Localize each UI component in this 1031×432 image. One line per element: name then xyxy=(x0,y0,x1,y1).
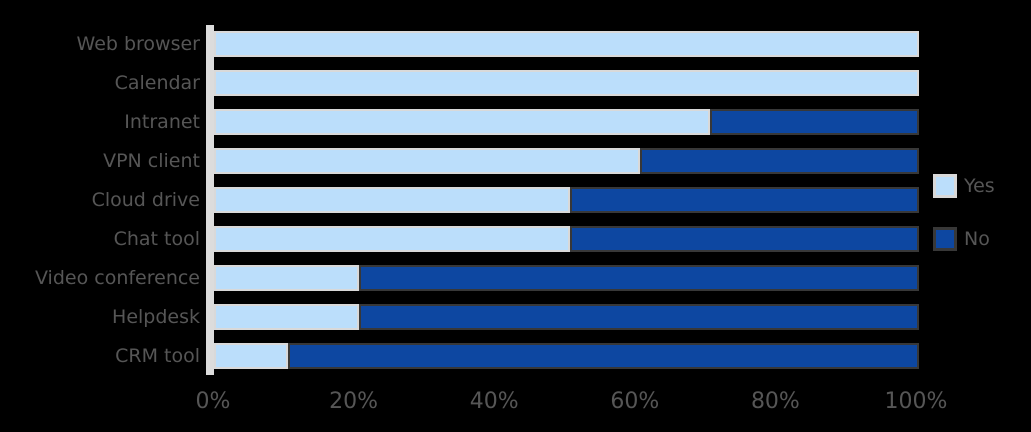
y-axis-label: Calendar xyxy=(114,72,200,94)
x-axis-tick-label: 60% xyxy=(610,389,660,414)
bar-segment-light xyxy=(214,265,359,291)
bar-segment-light xyxy=(214,343,288,369)
legend-label-yes: Yes xyxy=(964,175,995,197)
bar-segment-light xyxy=(214,31,919,57)
x-axis-tick-label: 0% xyxy=(195,389,231,414)
legend-item-yes: Yes xyxy=(933,174,995,198)
bar-segment-dark xyxy=(288,343,919,369)
bar-segment-light xyxy=(214,148,640,174)
bar-row-2 xyxy=(214,70,919,96)
bar-row-4 xyxy=(214,148,919,174)
y-axis-label: CRM tool xyxy=(115,345,200,367)
bar-row-3 xyxy=(214,109,919,135)
bar-segment-dark xyxy=(570,226,919,252)
bar-segment-light xyxy=(214,109,710,135)
bar-row-5 xyxy=(214,187,919,213)
bar-segment-dark xyxy=(710,109,919,135)
y-axis-label: Cloud drive xyxy=(91,189,200,211)
legend-swatch-yes xyxy=(933,174,957,198)
legend-swatch-no xyxy=(933,227,957,251)
legend: Yes No xyxy=(933,174,995,280)
y-axis-label: Helpdesk xyxy=(112,306,200,328)
bar-segment-dark xyxy=(570,187,919,213)
bar-row-7 xyxy=(214,265,919,291)
legend-item-no: No xyxy=(933,227,995,251)
bar-segment-light xyxy=(214,304,359,330)
x-axis-tick-label: 20% xyxy=(329,389,379,414)
bar-row-6 xyxy=(214,226,919,252)
bar-segment-light xyxy=(214,70,919,96)
y-axis-label: VPN client xyxy=(103,150,200,172)
bar-segment-light xyxy=(214,226,570,252)
bar-segment-dark xyxy=(359,265,919,291)
y-axis-label: Web browser xyxy=(76,33,200,55)
y-axis-spine xyxy=(206,25,214,375)
x-axis-tick-label: 80% xyxy=(750,389,800,414)
legend-label-no: No xyxy=(964,228,990,250)
bar-row-8 xyxy=(214,304,919,330)
y-axis-label: Video conference xyxy=(34,267,200,289)
bar-segment-dark xyxy=(359,304,919,330)
x-axis-tick-label: 100% xyxy=(884,389,948,414)
bar-segment-dark xyxy=(640,148,919,174)
bar-row-1 xyxy=(214,31,919,57)
bar-row-9 xyxy=(214,343,919,369)
bar-segment-light xyxy=(214,187,570,213)
x-axis-tick-label: 40% xyxy=(469,389,519,414)
y-axis-label: Intranet xyxy=(124,111,200,133)
y-axis-label: Chat tool xyxy=(113,228,200,250)
